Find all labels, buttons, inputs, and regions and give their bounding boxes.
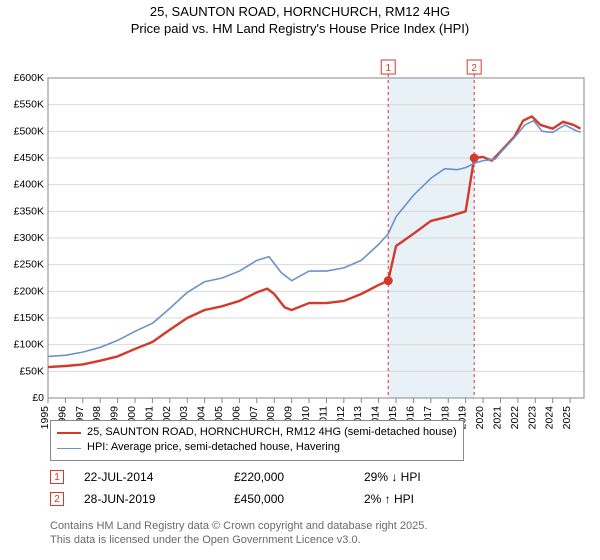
svg-text:2: 2	[471, 63, 477, 74]
transaction-date: 28-JUN-2019	[84, 492, 234, 506]
title-line1: 25, SAUNTON ROAD, HORNCHURCH, RM12 4HG	[0, 4, 600, 21]
chart-legend: 25, SAUNTON ROAD, HORNCHURCH, RM12 4HG (…	[50, 420, 464, 461]
title-line2: Price paid vs. HM Land Registry's House …	[0, 21, 600, 38]
series-marker	[384, 276, 392, 284]
transaction-row: 2 28-JUN-2019£450,0002% ↑ HPI	[50, 488, 484, 510]
transactions-table: 1 22-JUL-2014£220,00029% ↓ HPI 2 28-JUN-201…	[50, 466, 484, 510]
svg-text:2020: 2020	[474, 406, 486, 430]
svg-text:2025: 2025	[561, 406, 573, 430]
transaction-price: £450,000	[234, 492, 364, 506]
svg-text:£150K: £150K	[14, 312, 44, 324]
svg-text:£350K: £350K	[14, 205, 44, 217]
legend-item: 25, SAUNTON ROAD, HORNCHURCH, RM12 4HG (…	[57, 425, 457, 440]
svg-text:£50K: £50K	[19, 365, 44, 377]
svg-text:2024: 2024	[544, 406, 556, 430]
svg-text:2022: 2022	[509, 406, 521, 430]
svg-text:2023: 2023	[526, 406, 538, 430]
transaction-marker: 2	[50, 492, 64, 506]
svg-text:£500K: £500K	[14, 125, 44, 137]
footnote: Contains HM Land Registry data © Crown c…	[50, 520, 427, 548]
svg-text:£250K: £250K	[14, 258, 44, 270]
legend-label: HPI: Average price, semi-detached house,…	[87, 440, 340, 455]
footnote-line2: This data is licensed under the Open Gov…	[50, 534, 427, 548]
svg-text:£100K: £100K	[14, 338, 44, 350]
svg-text:1: 1	[385, 63, 391, 74]
svg-text:2021: 2021	[491, 406, 503, 430]
transaction-price: £220,000	[234, 470, 364, 484]
legend-label: 25, SAUNTON ROAD, HORNCHURCH, RM12 4HG (…	[87, 425, 457, 440]
series-marker	[470, 154, 478, 162]
legend-item: HPI: Average price, semi-detached house,…	[57, 440, 457, 455]
transaction-delta: 29% ↓ HPI	[364, 470, 484, 484]
price-chart: £0 £50K £100K £150K £200K £250K £300K £350K £400…	[0, 38, 600, 458]
footnote-line1: Contains HM Land Registry data © Crown c…	[50, 520, 427, 534]
transaction-marker: 1	[50, 470, 64, 484]
transaction-row: 1 22-JUL-2014£220,00029% ↓ HPI	[50, 466, 484, 488]
svg-text:£400K: £400K	[14, 178, 44, 190]
svg-text:£600K: £600K	[14, 72, 44, 84]
svg-text:£550K: £550K	[14, 98, 44, 110]
legend-swatch	[57, 448, 81, 449]
svg-text:£0: £0	[32, 392, 44, 404]
svg-text:£300K: £300K	[14, 232, 44, 244]
chart-title: 25, SAUNTON ROAD, HORNCHURCH, RM12 4HG P…	[0, 0, 600, 38]
svg-text:£450K: £450K	[14, 152, 44, 164]
svg-text:£200K: £200K	[14, 285, 44, 297]
transaction-delta: 2% ↑ HPI	[364, 492, 484, 506]
legend-swatch	[57, 432, 81, 434]
transaction-date: 22-JUL-2014	[84, 470, 234, 484]
